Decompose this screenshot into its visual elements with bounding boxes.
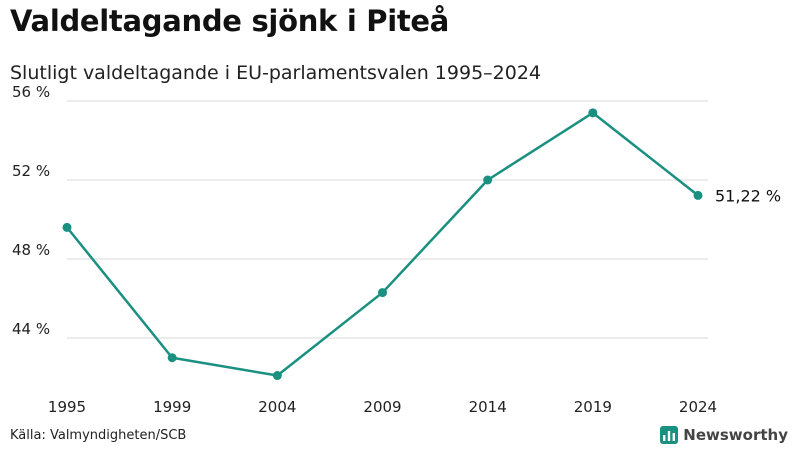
x-tick-label: 2024 — [679, 398, 717, 416]
data-point — [62, 222, 72, 232]
chart-subtitle: Slutligt valdeltagande i EU-parlamentsva… — [10, 62, 542, 84]
x-tick-label: 1995 — [48, 398, 86, 416]
x-tick-label: 1999 — [153, 398, 191, 416]
x-tick-label: 2004 — [258, 398, 296, 416]
data-point — [693, 190, 703, 200]
brand-name: Newsworthy — [683, 426, 788, 444]
y-tick-label: 48 % — [12, 241, 50, 259]
x-tick-label: 2014 — [469, 398, 507, 416]
x-tick-label: 2009 — [363, 398, 401, 416]
chart-title: Valdeltagande sjönk i Piteå — [10, 4, 450, 38]
y-tick-label: 52 % — [12, 162, 50, 180]
x-tick-label: 2019 — [574, 398, 612, 416]
data-point — [483, 175, 493, 185]
data-point — [378, 288, 387, 298]
y-tick-label: 44 % — [12, 320, 50, 338]
series-line — [66, 111, 699, 377]
y-tick-label: 56 % — [12, 83, 50, 101]
newsworthy-logo: Newsworthy — [660, 426, 788, 444]
data-point — [167, 353, 177, 363]
data-point — [272, 371, 282, 381]
data-point — [588, 108, 598, 118]
bar-chart-icon — [660, 426, 679, 444]
source-note: Källa: Valmyndigheten/SCB — [10, 428, 187, 443]
end-value-label: 51,22 % — [715, 186, 781, 205]
